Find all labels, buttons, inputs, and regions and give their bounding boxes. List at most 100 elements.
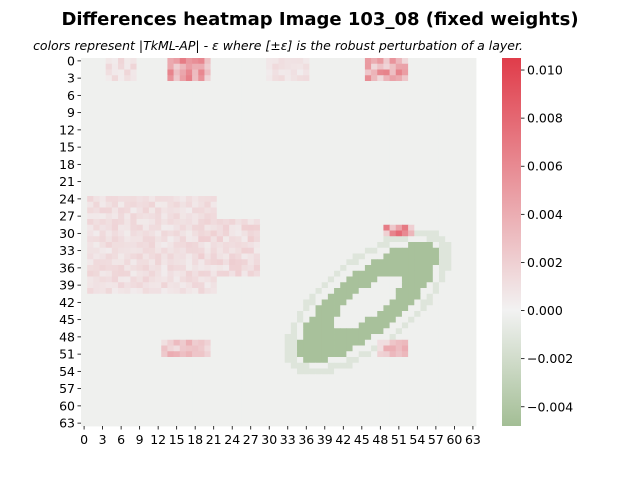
heatmap-cell — [148, 414, 156, 421]
heatmap-cell — [414, 161, 421, 168]
heatmap-cell — [395, 196, 403, 203]
heatmap-cell — [377, 138, 384, 145]
heatmap-cell — [426, 75, 434, 82]
heatmap-cell — [290, 357, 298, 364]
heatmap-cell — [432, 92, 440, 99]
heatmap-cell — [216, 138, 224, 145]
heatmap-cell — [383, 224, 390, 231]
heatmap-cell — [451, 374, 458, 381]
heatmap-cell — [303, 161, 310, 168]
heatmap-cell — [167, 207, 174, 214]
heatmap-cell — [222, 328, 230, 335]
heatmap-cell — [253, 276, 261, 283]
heatmap-cell — [457, 391, 465, 398]
heatmap-cell — [469, 339, 477, 346]
heatmap-cell — [229, 104, 236, 111]
heatmap-cell — [173, 316, 181, 323]
heatmap-cell — [118, 282, 125, 289]
heatmap-cell — [93, 207, 100, 214]
heatmap-cell — [105, 161, 113, 168]
heatmap-cell — [235, 173, 242, 180]
heatmap-cell — [297, 236, 304, 243]
heatmap-cell — [321, 362, 329, 369]
heatmap-cell — [364, 155, 372, 162]
heatmap-cell — [303, 69, 310, 76]
heatmap-cell — [204, 357, 212, 364]
heatmap-cell — [426, 385, 434, 392]
heatmap-cell — [93, 385, 100, 392]
heatmap-cell — [179, 138, 187, 145]
heatmap-cell — [124, 121, 131, 128]
heatmap-cell — [142, 311, 150, 318]
heatmap-cell — [420, 282, 428, 289]
heatmap-cell — [463, 173, 471, 180]
heatmap-cell — [463, 196, 471, 203]
heatmap-cell — [235, 236, 242, 243]
heatmap-cell — [278, 328, 286, 335]
heatmap-cell — [432, 58, 440, 65]
heatmap-cell — [241, 374, 249, 381]
heatmap-cell — [173, 109, 181, 116]
heatmap-cell — [297, 75, 304, 82]
heatmap-cell — [124, 75, 131, 82]
x-tick-label: 54 — [409, 432, 425, 447]
heatmap-cell — [334, 230, 341, 237]
heatmap-cell — [124, 92, 131, 99]
heatmap-cell — [284, 403, 292, 410]
heatmap-cell — [253, 397, 261, 404]
heatmap-cell — [118, 305, 125, 312]
heatmap-cell — [136, 391, 144, 398]
heatmap-cell — [272, 81, 279, 88]
heatmap-cell — [266, 408, 273, 415]
heatmap-cell — [179, 247, 187, 254]
heatmap-cell — [259, 121, 267, 128]
heatmap-cell — [198, 276, 205, 283]
heatmap-cell — [315, 224, 323, 231]
heatmap-cell — [278, 397, 286, 404]
heatmap-cell — [457, 351, 465, 358]
heatmap-cell — [371, 173, 378, 180]
heatmap-cell — [371, 224, 378, 231]
heatmap-cell — [179, 403, 187, 410]
heatmap-cell — [142, 282, 150, 289]
heatmap-cell — [173, 311, 181, 318]
heatmap-cell — [377, 288, 384, 295]
heatmap-cell — [315, 247, 323, 254]
heatmap-cell — [309, 63, 316, 70]
heatmap-cell — [185, 207, 193, 214]
heatmap-cell — [192, 104, 199, 111]
heatmap-cell — [377, 351, 384, 358]
heatmap-cell — [210, 92, 218, 99]
heatmap-cell — [395, 173, 403, 180]
heatmap-cell — [198, 385, 205, 392]
heatmap-cell — [99, 403, 107, 410]
heatmap-cell — [457, 167, 465, 174]
heatmap-cell — [426, 247, 434, 254]
heatmap-cell — [105, 265, 113, 272]
heatmap-cell — [148, 357, 156, 364]
heatmap-cell — [124, 173, 131, 180]
heatmap-cell — [451, 397, 458, 404]
heatmap-cell — [432, 420, 440, 427]
heatmap-cell — [241, 351, 249, 358]
heatmap-cell — [272, 63, 279, 70]
heatmap-cell — [432, 265, 440, 272]
heatmap-cell — [247, 98, 255, 105]
heatmap-cell — [340, 362, 347, 369]
heatmap-cell — [204, 63, 212, 70]
heatmap-cell — [401, 86, 409, 93]
heatmap-cell — [173, 104, 181, 111]
heatmap-cell — [179, 391, 187, 398]
heatmap-cell — [222, 368, 230, 375]
heatmap-cell — [247, 161, 255, 168]
heatmap-cell — [358, 414, 366, 421]
heatmap-cell — [457, 81, 465, 88]
heatmap-cell — [364, 345, 372, 352]
heatmap-cell — [377, 167, 384, 174]
heatmap-cell — [136, 184, 144, 191]
heatmap-cell — [185, 138, 193, 145]
heatmap-cell — [222, 408, 230, 415]
heatmap-cell — [247, 408, 255, 415]
heatmap-cell — [309, 184, 316, 191]
heatmap-cell — [142, 316, 150, 323]
